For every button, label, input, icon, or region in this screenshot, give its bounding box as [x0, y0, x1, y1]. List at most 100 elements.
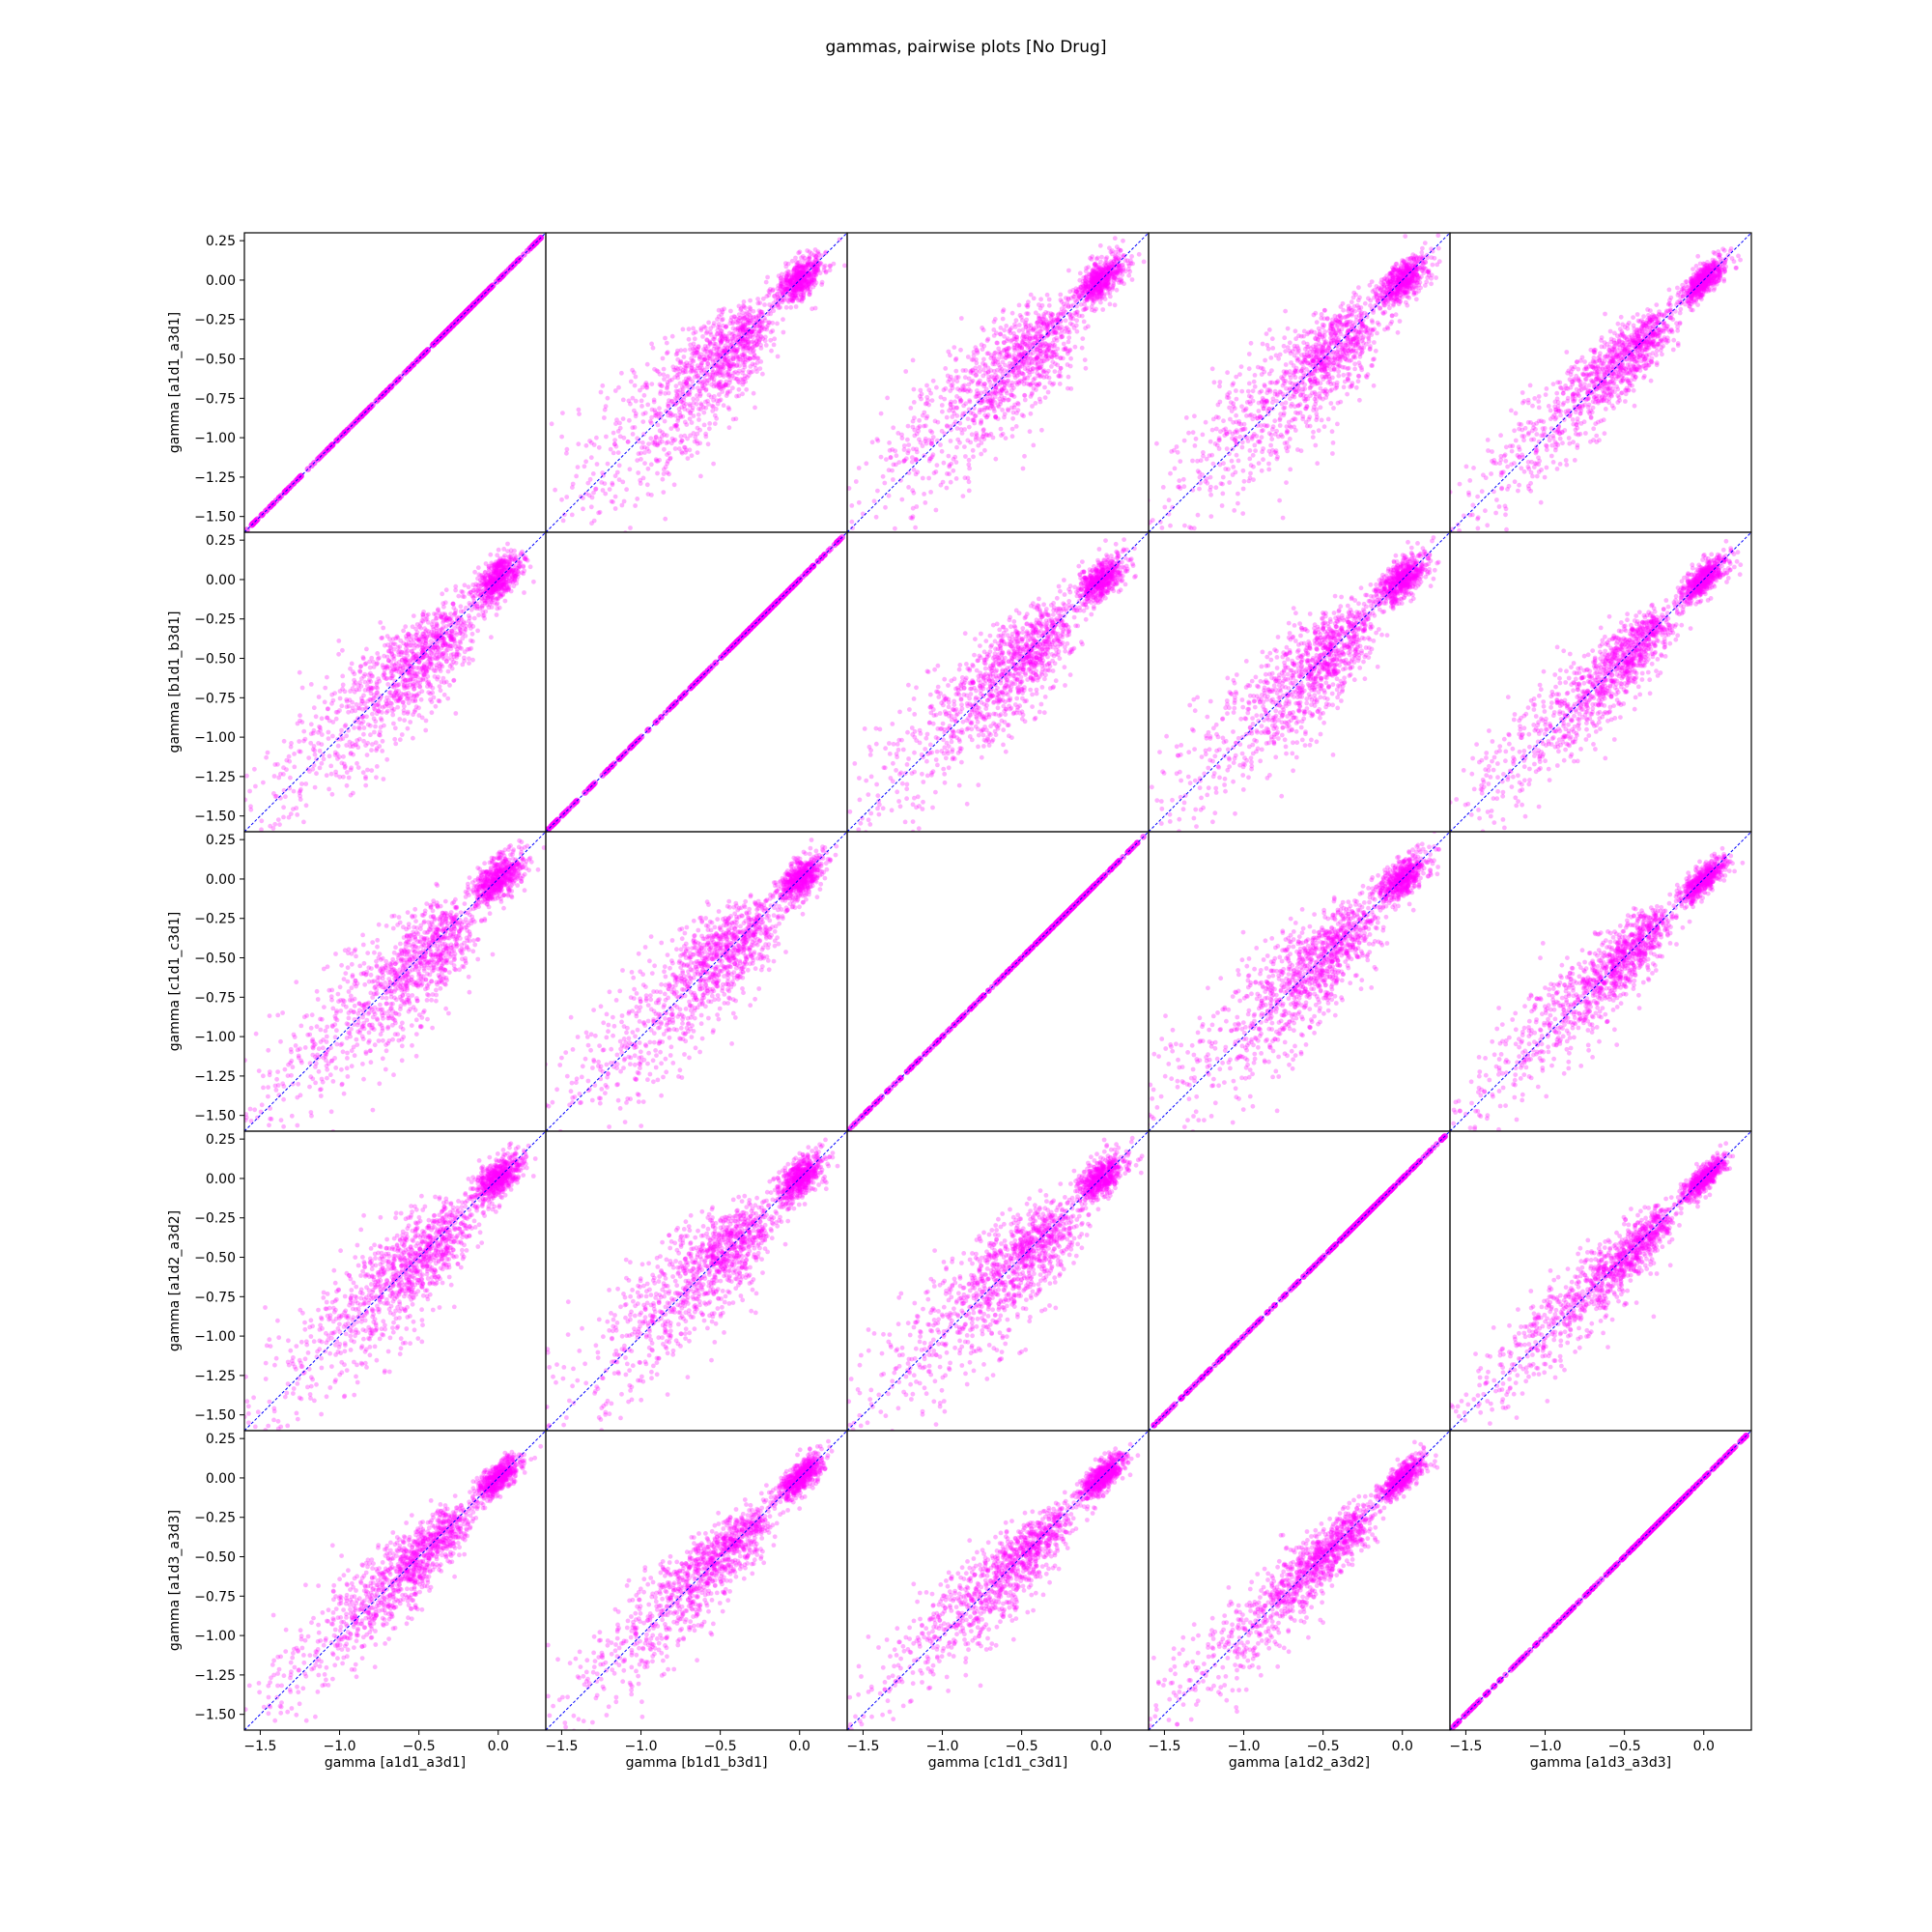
- data-point: [1083, 285, 1089, 291]
- data-point: [1293, 336, 1298, 342]
- data-point: [784, 286, 790, 292]
- data-point: [1039, 361, 1044, 367]
- data-point: [1030, 390, 1035, 396]
- data-point: [880, 473, 886, 479]
- data-point: [1424, 279, 1430, 285]
- data-point: [1048, 354, 1054, 359]
- data-point: [1086, 265, 1091, 270]
- data-point: [1013, 424, 1019, 429]
- data-point: [1090, 254, 1094, 259]
- data-point: [1117, 265, 1122, 270]
- data-point: [946, 349, 952, 355]
- panel-grid: −1.50−1.25−1.00−0.75−0.50−0.250.000.25ga…: [167, 232, 1752, 1771]
- data-point: [1065, 362, 1070, 367]
- data-point: [783, 275, 789, 281]
- data-point: [701, 355, 706, 360]
- data-point: [696, 406, 701, 412]
- data-point: [630, 395, 636, 401]
- data-point: [701, 357, 707, 362]
- data-point: [669, 377, 674, 383]
- data-point: [1035, 354, 1039, 359]
- data-point: [983, 371, 988, 376]
- data-point: [787, 292, 793, 298]
- data-point: [763, 334, 768, 340]
- data-point: [1088, 287, 1094, 292]
- data-point: [706, 355, 711, 361]
- data-point: [1035, 344, 1039, 350]
- data-point: [688, 433, 693, 439]
- data-point: [715, 317, 720, 322]
- data-point: [1022, 397, 1028, 403]
- data-point: [1012, 402, 1017, 408]
- data-point: [740, 320, 746, 326]
- data-point: [970, 411, 976, 416]
- data-point: [789, 258, 795, 264]
- data-point: [652, 441, 658, 447]
- data-point: [828, 264, 833, 269]
- data-point: [1049, 350, 1055, 355]
- data-point: [1031, 296, 1037, 301]
- data-point: [1041, 335, 1047, 341]
- data-point: [669, 333, 675, 339]
- data-point: [797, 249, 803, 255]
- data-point: [978, 378, 982, 384]
- data-point: [970, 370, 976, 376]
- data-point: [1096, 283, 1102, 289]
- data-point: [811, 252, 816, 258]
- data-point: [688, 403, 693, 409]
- data-point: [799, 265, 805, 270]
- data-point: [980, 367, 986, 373]
- data-point: [613, 443, 619, 449]
- data-point: [827, 263, 833, 269]
- data-point: [681, 382, 687, 387]
- data-point: [948, 401, 953, 407]
- data-point: [1242, 426, 1248, 432]
- data-point: [801, 285, 806, 291]
- data-point: [1090, 270, 1095, 276]
- data-point: [736, 368, 742, 374]
- data-point: [1049, 344, 1055, 349]
- data-point: [966, 407, 972, 412]
- data-point: [683, 381, 689, 386]
- data-point: [942, 431, 948, 437]
- data-point: [1077, 284, 1083, 290]
- data-point: [1003, 436, 1009, 440]
- data-point: [688, 410, 694, 415]
- data-point: [1282, 335, 1288, 341]
- data-point: [1068, 303, 1074, 309]
- data-point: [639, 404, 644, 409]
- data-point: [784, 277, 789, 283]
- data-point: [739, 326, 745, 331]
- data-point: [621, 435, 627, 440]
- data-point: [1098, 270, 1104, 274]
- data-point: [1022, 356, 1028, 361]
- data-point: [787, 279, 793, 285]
- data-point: [802, 284, 808, 290]
- data-point: [771, 342, 777, 348]
- data-point: [718, 338, 724, 344]
- data-point: [952, 454, 958, 460]
- data-point: [798, 271, 804, 276]
- data-point: [717, 369, 723, 375]
- data-point: [810, 270, 816, 274]
- data-point: [794, 288, 800, 294]
- data-point: [803, 272, 809, 278]
- data-point: [812, 253, 818, 259]
- data-point: [1115, 263, 1120, 268]
- data-point: [1211, 380, 1217, 385]
- data-point: [684, 381, 690, 386]
- data-point: [991, 333, 997, 338]
- data-point: [1073, 312, 1079, 317]
- data-point: [1375, 330, 1379, 336]
- data-point: [694, 401, 699, 407]
- data-point: [741, 346, 747, 351]
- data-point: [776, 305, 781, 310]
- data-point: [703, 434, 709, 440]
- data-point: [714, 355, 720, 359]
- data-point: [687, 392, 693, 398]
- data-point: [601, 535, 606, 540]
- data-point: [798, 272, 804, 278]
- data-point: [645, 466, 651, 471]
- data-point: [758, 309, 764, 315]
- data-point: [1239, 444, 1245, 450]
